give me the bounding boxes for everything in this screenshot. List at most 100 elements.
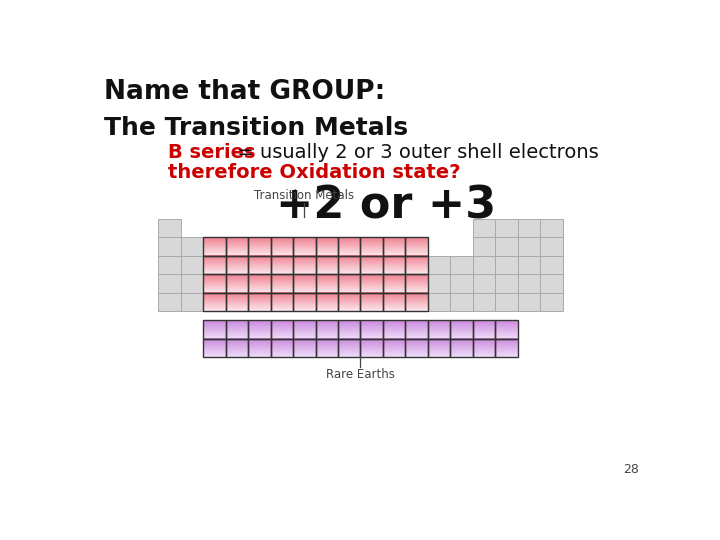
Bar — [203, 237, 225, 256]
Bar — [293, 320, 315, 339]
Bar — [473, 274, 495, 293]
Bar — [158, 256, 181, 274]
Bar — [315, 320, 338, 339]
Bar — [473, 293, 495, 311]
Bar — [361, 256, 383, 274]
Bar — [315, 293, 338, 311]
Bar — [271, 339, 293, 357]
Text: Transition Metals: Transition Metals — [254, 189, 354, 202]
Bar — [451, 274, 473, 293]
Bar — [361, 320, 383, 339]
Bar — [405, 293, 428, 311]
Bar — [203, 293, 225, 311]
Bar — [518, 256, 540, 274]
Bar — [495, 320, 518, 339]
Bar — [248, 237, 271, 256]
Bar — [518, 219, 540, 237]
Bar — [293, 237, 315, 256]
Bar — [181, 237, 203, 256]
Bar — [248, 293, 271, 311]
Bar — [383, 293, 405, 311]
Bar — [203, 274, 225, 293]
Bar — [315, 339, 338, 357]
Text: Rare Earths: Rare Earths — [326, 368, 395, 381]
Text: = usually 2 or 3 outer shell electrons: = usually 2 or 3 outer shell electrons — [231, 143, 599, 163]
Text: B series: B series — [168, 143, 255, 163]
Bar — [383, 237, 405, 256]
Bar — [540, 219, 563, 237]
Bar — [495, 237, 518, 256]
Bar — [158, 274, 181, 293]
Bar — [225, 320, 248, 339]
Bar — [473, 256, 495, 274]
Bar — [405, 339, 428, 357]
Bar — [495, 293, 518, 311]
Text: 28: 28 — [623, 463, 639, 476]
Bar — [451, 256, 473, 274]
Bar — [518, 293, 540, 311]
Bar — [540, 237, 563, 256]
Bar — [225, 237, 248, 256]
Bar — [495, 256, 518, 274]
Bar — [473, 219, 495, 237]
Bar — [225, 293, 248, 311]
Bar — [315, 237, 338, 256]
Bar — [473, 237, 495, 256]
Bar — [225, 339, 248, 357]
Bar — [181, 256, 203, 274]
Bar — [383, 320, 405, 339]
Bar — [338, 339, 361, 357]
Bar — [181, 293, 203, 311]
Bar — [225, 256, 248, 274]
Bar — [361, 293, 383, 311]
Bar — [383, 274, 405, 293]
Bar — [293, 256, 315, 274]
Bar — [225, 274, 248, 293]
Bar — [540, 256, 563, 274]
Bar — [338, 320, 361, 339]
Bar — [203, 320, 225, 339]
Bar — [293, 293, 315, 311]
Bar — [361, 339, 383, 357]
Bar — [473, 339, 495, 357]
Bar — [405, 256, 428, 274]
Bar — [293, 274, 315, 293]
Bar — [383, 256, 405, 274]
Bar — [540, 293, 563, 311]
Bar — [158, 293, 181, 311]
Bar — [271, 274, 293, 293]
Bar — [158, 237, 181, 256]
Bar — [248, 320, 271, 339]
Bar — [248, 339, 271, 357]
Bar — [518, 237, 540, 256]
Bar — [451, 293, 473, 311]
Bar — [338, 274, 361, 293]
Text: therefore Oxidation state?: therefore Oxidation state? — [168, 164, 460, 183]
Bar — [383, 339, 405, 357]
Bar — [293, 339, 315, 357]
Bar — [315, 274, 338, 293]
Bar — [271, 320, 293, 339]
Bar — [338, 293, 361, 311]
Bar — [428, 256, 451, 274]
Bar — [158, 219, 181, 237]
Bar — [361, 274, 383, 293]
Bar — [271, 256, 293, 274]
Bar — [338, 237, 361, 256]
Text: +2 or +3: +2 or +3 — [276, 184, 496, 227]
Text: Name that GROUP:: Name that GROUP: — [104, 79, 385, 105]
Bar — [428, 293, 451, 311]
Bar — [271, 237, 293, 256]
Bar — [540, 274, 563, 293]
Bar — [428, 274, 451, 293]
Bar — [181, 274, 203, 293]
Bar — [518, 274, 540, 293]
Bar — [271, 293, 293, 311]
Bar — [473, 320, 495, 339]
Bar — [405, 320, 428, 339]
Bar — [338, 256, 361, 274]
Bar — [361, 237, 383, 256]
Bar — [248, 256, 271, 274]
Bar — [315, 256, 338, 274]
Bar — [495, 339, 518, 357]
